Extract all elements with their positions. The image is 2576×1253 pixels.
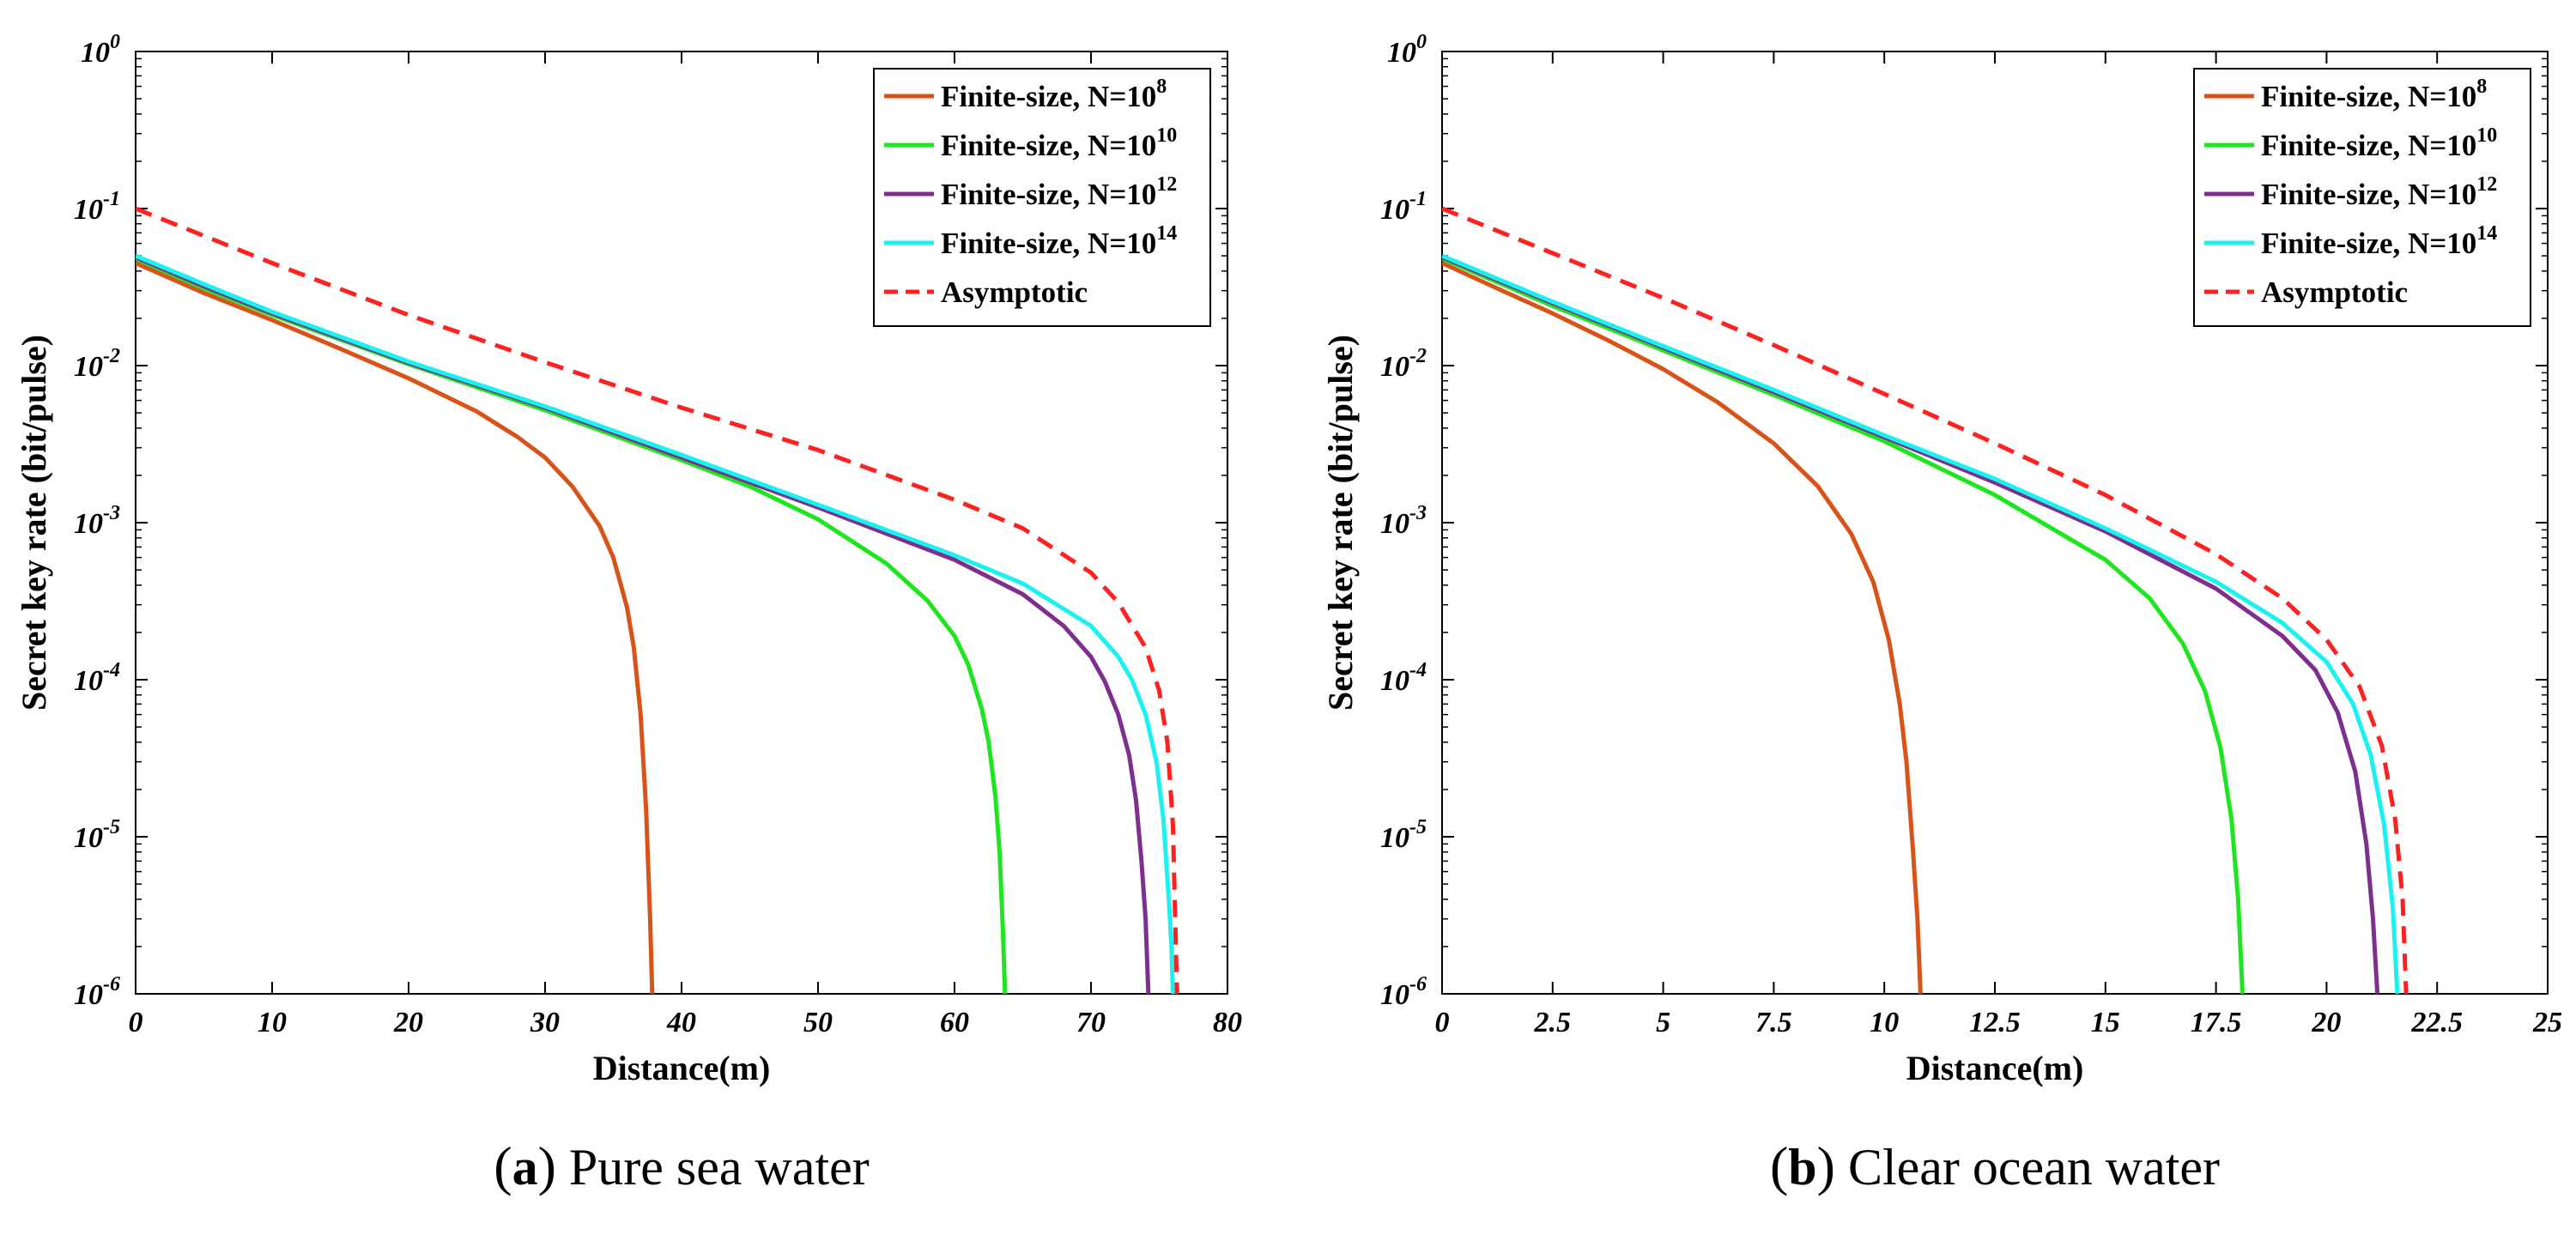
y-tick-label: 100 — [81, 31, 120, 69]
series-line-2 — [136, 257, 1008, 994]
x-axis-label: Distance(m) — [1906, 1049, 2084, 1087]
x-tick-label: 0 — [129, 1007, 143, 1038]
legend-entry: Finite-size, N=1012 — [941, 173, 1177, 211]
y-tick-label: 10-5 — [74, 816, 120, 854]
x-tick-label: 15 — [2091, 1007, 2120, 1038]
x-tick-label: 20 — [393, 1007, 423, 1038]
y-tick-label: 10-1 — [74, 188, 120, 226]
series-line-3 — [136, 255, 1151, 994]
y-tick-label: 10-1 — [1380, 188, 1427, 226]
series-line-5 — [1442, 206, 2409, 994]
x-tick-label: 22.5 — [2410, 1007, 2463, 1038]
panel-b: 0 2.5 5 7.5 10 12.5 15 17.5 20 22.5 25 10-6 10-5 10-4… — [1321, 31, 2562, 1196]
series-line-1 — [136, 261, 655, 994]
y-tick-label: 10-3 — [74, 502, 120, 540]
x-tick-label: 12.5 — [1969, 1007, 2021, 1038]
series-group — [136, 206, 1179, 994]
legend-entry: Asymptotic — [2261, 275, 2408, 309]
series-line-4 — [136, 253, 1175, 994]
series-line-1 — [1442, 261, 1923, 994]
x-tick-label: 20 — [2311, 1007, 2341, 1038]
y-tick-label: 10-2 — [74, 345, 120, 383]
legend-entry: Finite-size, N=1010 — [941, 124, 1177, 162]
y-tick-label: 10-6 — [74, 973, 120, 1011]
y-tick-label: 10-4 — [1380, 659, 1427, 697]
series-line-2 — [1442, 257, 2245, 994]
y-tick-label: 10-2 — [1380, 345, 1427, 383]
panel-a: 0 10 20 30 40 50 60 70 80 10-6 10-5 10-4 10-3 10-2 10-… — [15, 31, 1242, 1196]
legend-box — [2193, 68, 2531, 327]
series-line-4 — [1442, 253, 2400, 994]
x-tick-label: 10 — [1870, 1007, 1899, 1038]
y-axis-label: Secret key rate (bit/pulse) — [1321, 335, 1360, 711]
legend-entry: Finite-size, N=1010 — [2261, 124, 2497, 162]
y-axis-label: Secret key rate (bit/pulse) — [15, 335, 53, 711]
x-tick-label: 50 — [803, 1007, 833, 1038]
y-tick-label: 10-6 — [1380, 973, 1427, 1011]
x-tick-label: 25 — [2532, 1007, 2562, 1038]
legend-entry: Finite-size, N=1012 — [2261, 173, 2497, 211]
x-axis-label: Distance(m) — [593, 1049, 771, 1087]
x-tick-label: 70 — [1076, 1007, 1106, 1038]
x-tick-label: 2.5 — [1534, 1007, 1572, 1038]
x-tick-label: 30 — [530, 1007, 560, 1038]
legend-entry: Asymptotic — [941, 275, 1088, 309]
legend-entry: Finite-size, N=108 — [2261, 76, 2487, 113]
y-tick-label: 100 — [1387, 31, 1427, 69]
y-tick-label: 10-5 — [1380, 816, 1427, 854]
legend-entry: Finite-size, N=1014 — [941, 222, 1177, 260]
series-line-5 — [136, 206, 1179, 994]
x-tick-label: 40 — [666, 1007, 696, 1038]
x-tick-label: 10 — [258, 1007, 287, 1038]
legend-entry: Finite-size, N=108 — [941, 76, 1167, 113]
x-tick-label: 17.5 — [2191, 1007, 2242, 1038]
panel-caption: (a) Pure sea water — [494, 1135, 869, 1196]
legend: Finite-size, N=108 Finite-size, N=1010 Fin… — [2193, 68, 2531, 327]
legend-box — [873, 68, 1211, 327]
y-tick-label: 10-3 — [1380, 502, 1427, 540]
panel-caption: (b) Clear ocean water — [1770, 1135, 2220, 1196]
x-tick-label: 80 — [1213, 1007, 1242, 1038]
x-tick-label: 60 — [940, 1007, 969, 1038]
x-tick-label: 0 — [1435, 1007, 1450, 1038]
legend: Finite-size, N=108 Finite-size, N=1010 Fin… — [873, 68, 1211, 327]
x-tick-label: 5 — [1656, 1007, 1670, 1038]
x-tick-label: 7.5 — [1755, 1007, 1792, 1038]
legend-entry: Finite-size, N=1014 — [2261, 222, 2497, 260]
y-tick-label: 10-4 — [74, 659, 120, 697]
series-group — [1442, 206, 2409, 994]
